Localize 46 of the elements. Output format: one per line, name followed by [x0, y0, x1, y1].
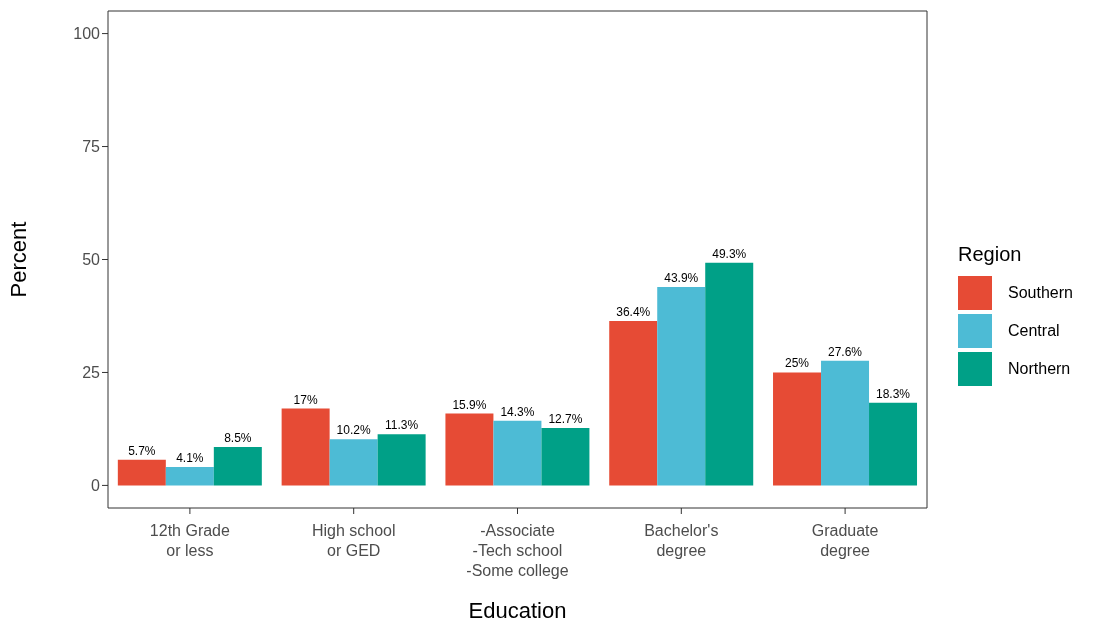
data-label: 14.3% [500, 404, 535, 419]
data-label: 36.4% [616, 304, 651, 319]
data-label: 5.7% [128, 443, 156, 458]
data-label: 12.7% [548, 412, 583, 427]
bar [821, 360, 870, 486]
x-tick-label: 12th Grade or less [149, 522, 231, 559]
legend-label: Southern [1008, 284, 1073, 302]
data-label: 18.3% [876, 386, 911, 401]
y-tick-label: 25 [82, 364, 101, 382]
legend-label: Northern [1008, 360, 1071, 378]
bar [329, 439, 378, 486]
bar [657, 287, 706, 486]
x-tick-label: High school or GED [311, 522, 396, 559]
data-label: 8.5% [224, 431, 252, 445]
bar [445, 413, 494, 486]
legend-title: Region [958, 243, 1023, 266]
bar [165, 466, 214, 486]
data-label: 15.9% [452, 397, 487, 412]
x-tick-label: -Associate -Tech school -Some college [466, 522, 569, 579]
data-label: 4.1% [176, 450, 204, 465]
bar [541, 428, 590, 486]
bar [493, 420, 542, 486]
bar [281, 408, 330, 486]
y-axis-title: Percent [5, 221, 31, 298]
y-tick-label: 0 [91, 477, 101, 495]
bar [213, 447, 262, 486]
x-tick-label: Graduate degree [811, 522, 879, 559]
data-label: 11.3% [385, 418, 419, 433]
data-label: 25% [785, 356, 810, 371]
legend-label: Central [1008, 322, 1060, 340]
data-label: 49.3% [712, 246, 747, 261]
bar [117, 459, 166, 486]
bar [377, 434, 426, 486]
x-axis-title: Education [468, 598, 567, 623]
data-label: 27.6% [828, 344, 863, 359]
y-tick-label: 75 [82, 138, 101, 156]
x-tick-label: Bachelor's degree [644, 522, 719, 559]
data-label: 17% [293, 392, 318, 407]
y-tick-label: 100 [73, 25, 101, 43]
data-label: 10.2% [336, 423, 371, 438]
bar [773, 372, 822, 486]
data-label: 43.9% [664, 271, 699, 286]
bar [869, 402, 918, 486]
bar [705, 262, 754, 486]
bar [609, 320, 658, 486]
y-tick-label: 50 [82, 251, 101, 269]
